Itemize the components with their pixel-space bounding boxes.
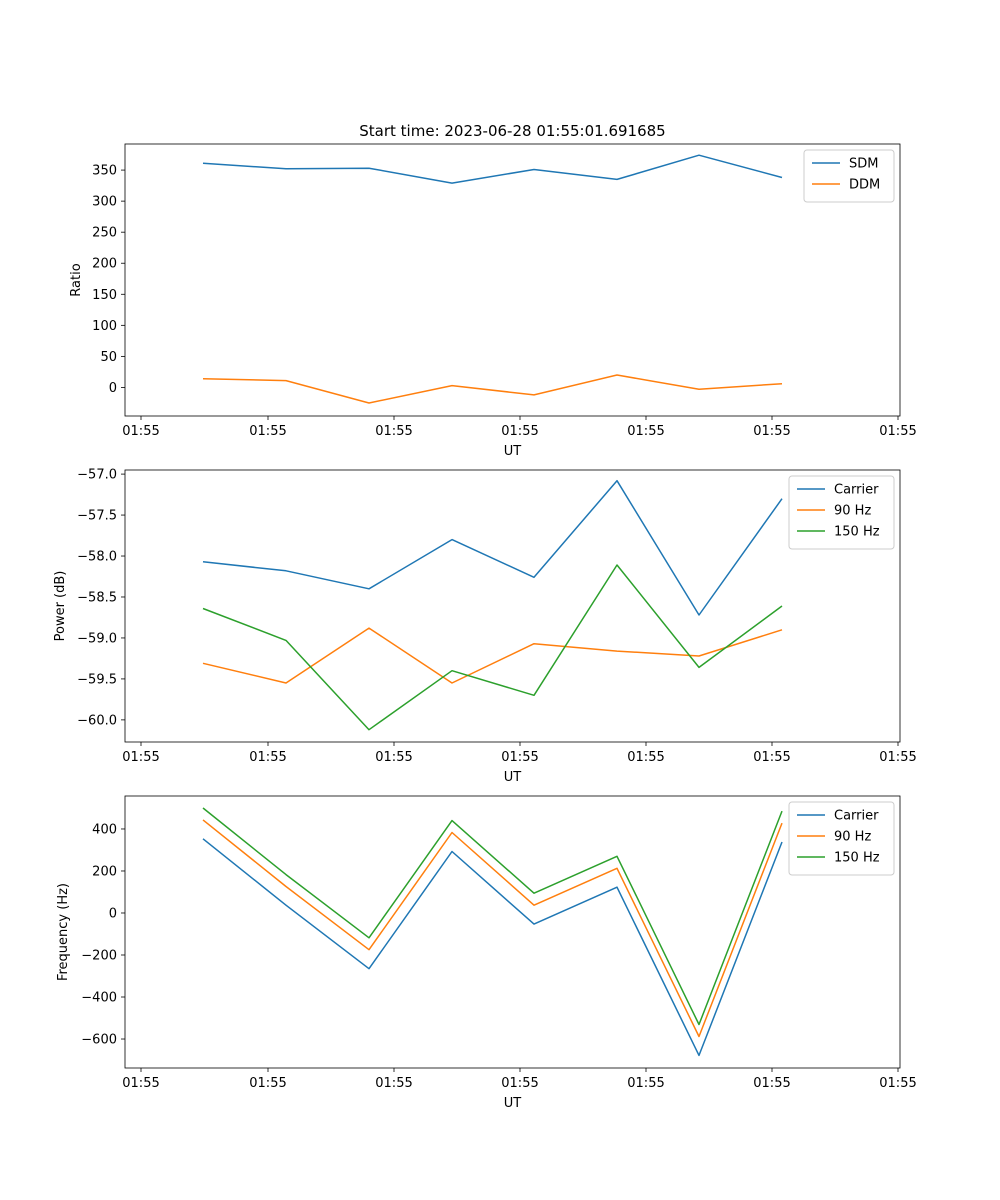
legend-label: 150 Hz bbox=[834, 851, 880, 866]
x-tick-label: 01:55 bbox=[122, 424, 159, 439]
x-tick-label: 01:55 bbox=[501, 750, 538, 765]
series-line-1 bbox=[202, 479, 783, 616]
y-axis-label: Ratio bbox=[69, 263, 84, 296]
y-tick-label: 50 bbox=[100, 350, 117, 365]
y-tick-label: −57.0 bbox=[77, 468, 117, 483]
x-tick-label: 01:55 bbox=[249, 1076, 286, 1091]
y-tick-label: −58.0 bbox=[77, 550, 117, 565]
legend-label: DDM bbox=[849, 178, 880, 193]
x-tick-label: 01:55 bbox=[627, 750, 664, 765]
y-tick-label: −200 bbox=[81, 948, 117, 963]
x-tick-label: 01:55 bbox=[753, 1076, 790, 1091]
y-axis-label: Frequency (Hz) bbox=[56, 883, 71, 981]
legend-label: Carrier bbox=[834, 483, 879, 498]
x-tick-label: 01:55 bbox=[249, 750, 286, 765]
x-tick-label: 01:55 bbox=[375, 750, 412, 765]
y-tick-label: 200 bbox=[92, 257, 117, 272]
y-tick-label: −60.0 bbox=[77, 713, 117, 728]
x-tick-label: 01:55 bbox=[122, 1076, 159, 1091]
y-tick-label: −59.0 bbox=[77, 631, 117, 646]
series-line-2 bbox=[202, 627, 783, 684]
y-tick-label: −600 bbox=[81, 1033, 117, 1048]
x-tick-label: 01:55 bbox=[627, 424, 664, 439]
legend-label: SDM bbox=[849, 157, 878, 172]
axes-frame bbox=[124, 795, 901, 1069]
legend-label: 150 Hz bbox=[834, 525, 880, 540]
subplot-1: 01:55 01:55 01:55 01:55 01:55 01:55 01:55 UT 0 50… bbox=[69, 143, 917, 459]
legend-label: Carrier bbox=[834, 809, 879, 824]
x-axis-label: UT bbox=[504, 770, 522, 785]
y-tick-label: −400 bbox=[81, 991, 117, 1006]
axes-frame bbox=[124, 469, 901, 743]
x-axis-label: UT bbox=[504, 444, 522, 459]
chart-title: Start time: 2023-06-28 01:55:01.691685 bbox=[359, 122, 665, 140]
legend-label: 90 Hz bbox=[834, 830, 871, 845]
y-tick-label: 400 bbox=[92, 822, 117, 837]
x-tick-label: 01:55 bbox=[501, 424, 538, 439]
y-tick-label: −59.5 bbox=[77, 672, 117, 687]
y-tick-label: 0 bbox=[109, 381, 117, 396]
series-line-2 bbox=[202, 374, 783, 404]
y-axis-label: Power (dB) bbox=[53, 571, 68, 642]
series-line-3 bbox=[202, 564, 783, 731]
x-tick-label: 01:55 bbox=[501, 1076, 538, 1091]
y-tick-label: 350 bbox=[92, 164, 117, 179]
legend: Carrier 90 Hz 150 Hz bbox=[788, 801, 895, 876]
x-tick-label: 01:55 bbox=[375, 424, 412, 439]
x-tick-label: 01:55 bbox=[627, 1076, 664, 1091]
y-tick-label: −58.5 bbox=[77, 590, 117, 605]
legend: Carrier 90 Hz 150 Hz bbox=[788, 475, 895, 550]
y-tick-label: 300 bbox=[92, 195, 117, 210]
x-tick-label: 01:55 bbox=[879, 750, 916, 765]
subplots: 01:55 01:55 01:55 01:55 01:55 01:55 01:55 UT 0 50… bbox=[53, 143, 917, 1111]
x-tick-label: 01:55 bbox=[122, 750, 159, 765]
y-tick-label: 0 bbox=[109, 906, 117, 921]
legend: SDM DDM bbox=[803, 149, 895, 203]
axes-frame bbox=[124, 143, 901, 417]
subplot-3: 01:55 01:55 01:55 01:55 01:55 01:55 01:55 UT −60… bbox=[56, 795, 917, 1111]
x-tick-label: 01:55 bbox=[249, 424, 286, 439]
y-tick-label: −57.5 bbox=[77, 509, 117, 524]
y-tick-label: 250 bbox=[92, 226, 117, 241]
x-tick-label: 01:55 bbox=[753, 750, 790, 765]
series-line-3 bbox=[202, 807, 783, 1026]
y-tick-label: 200 bbox=[92, 864, 117, 879]
legend-label: 90 Hz bbox=[834, 504, 871, 519]
y-tick-label: 100 bbox=[92, 319, 117, 334]
x-tick-label: 01:55 bbox=[879, 1076, 916, 1091]
x-tick-label: 01:55 bbox=[375, 1076, 412, 1091]
series-line-1 bbox=[202, 154, 783, 184]
y-tick-label: 150 bbox=[92, 288, 117, 303]
x-tick-label: 01:55 bbox=[879, 424, 916, 439]
x-axis-label: UT bbox=[504, 1096, 522, 1111]
series-line-1 bbox=[202, 838, 783, 1057]
subplot-2: 01:55 01:55 01:55 01:55 01:55 01:55 01:55 UT −60… bbox=[53, 468, 917, 785]
x-tick-label: 01:55 bbox=[753, 424, 790, 439]
series-line-2 bbox=[202, 819, 783, 1038]
